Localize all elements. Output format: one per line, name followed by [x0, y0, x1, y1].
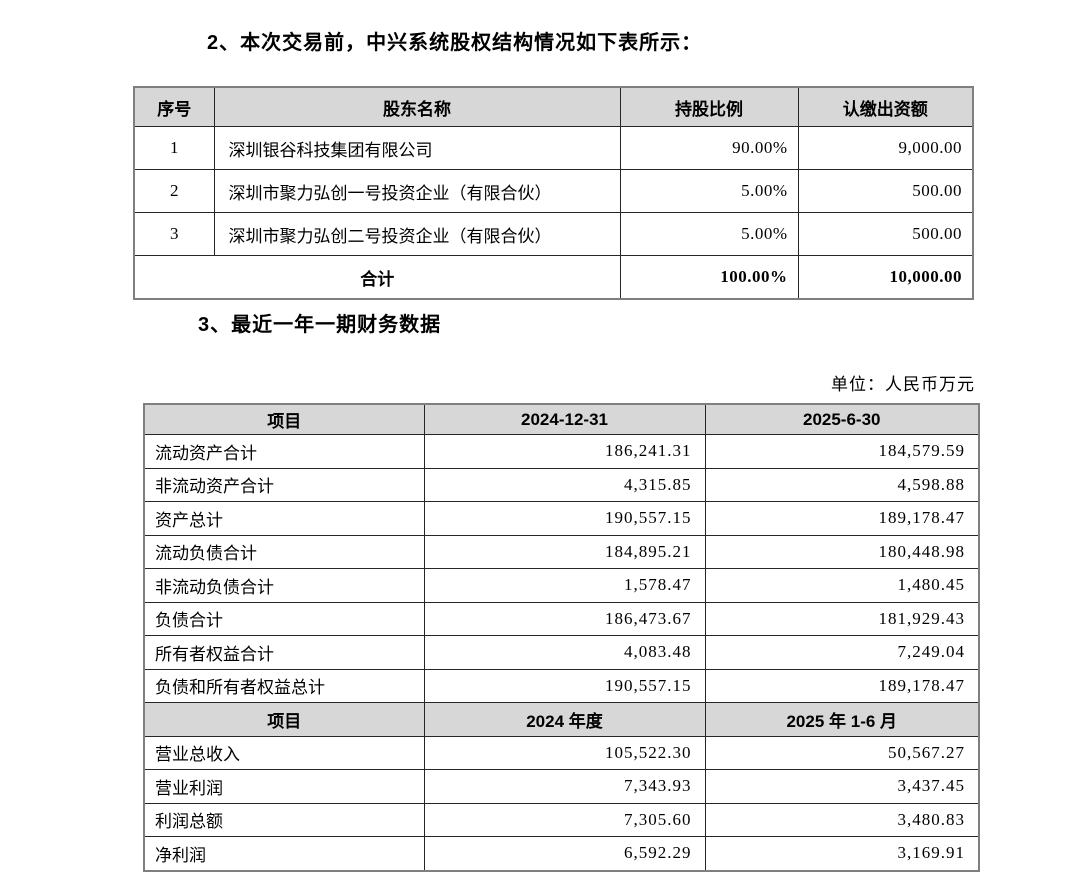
- table-row: 3 深圳市聚力弘创二号投资企业（有限合伙） 5.00% 500.00: [133, 212, 974, 256]
- value-2024: 186,473.67: [423, 601, 706, 636]
- value-2025: 189,178.47: [704, 668, 980, 703]
- column-header-2024-annual: 2024 年度: [423, 702, 706, 737]
- subscribed-capital: 500.00: [797, 169, 974, 213]
- item-label: 非流动资产合计: [143, 467, 425, 502]
- item-label: 负债和所有者权益总计: [143, 668, 425, 703]
- table-row: 流动负债合计 184,895.21 180,448.98: [143, 534, 980, 569]
- balance-header-row: 项目 2024-12-31 2025-6-30: [143, 403, 980, 435]
- share-ratio: 90.00%: [619, 126, 799, 170]
- item-label: 营业总收入: [143, 735, 425, 770]
- value-2025: 1,480.45: [704, 568, 980, 603]
- row-no: 3: [133, 212, 215, 256]
- subscribed-capital: 9,000.00: [797, 126, 974, 170]
- table-row: 营业利润 7,343.93 3,437.45: [143, 769, 980, 804]
- item-label: 利润总额: [143, 802, 425, 837]
- value-2025: 189,178.47: [704, 501, 980, 536]
- value-2024: 186,241.31: [423, 434, 706, 469]
- financial-data-table: 项目 2024-12-31 2025-6-30 流动资产合计 186,241.3…: [143, 403, 980, 872]
- value-2024: 1,578.47: [423, 568, 706, 603]
- column-header-shareholder-name: 股东名称: [213, 86, 621, 127]
- value-2025: 3,480.83: [704, 802, 980, 837]
- column-header-item: 项目: [143, 403, 425, 435]
- value-2025: 184,579.59: [704, 434, 980, 469]
- table-row: 负债合计 186,473.67 181,929.43: [143, 601, 980, 636]
- table-row: 2 深圳市聚力弘创一号投资企业（有限合伙） 5.00% 500.00: [133, 169, 974, 213]
- table-row: 非流动负债合计 1,578.47 1,480.45: [143, 568, 980, 603]
- share-ratio: 5.00%: [619, 212, 799, 256]
- shareholder-name: 深圳市聚力弘创一号投资企业（有限合伙）: [213, 169, 621, 213]
- unit-note: 单位：人民币万元: [831, 375, 975, 394]
- total-subscribed-capital: 10,000.00: [797, 255, 974, 300]
- item-label: 流动负债合计: [143, 534, 425, 569]
- item-label: 负债合计: [143, 601, 425, 636]
- table-row: 营业总收入 105,522.30 50,567.27: [143, 735, 980, 770]
- value-2024: 7,343.93: [423, 769, 706, 804]
- value-2024: 184,895.21: [423, 534, 706, 569]
- shareholder-name: 深圳市聚力弘创二号投资企业（有限合伙）: [213, 212, 621, 256]
- share-ratio: 5.00%: [619, 169, 799, 213]
- total-share-ratio: 100.00%: [619, 255, 799, 300]
- table-row: 负债和所有者权益总计 190,557.15 189,178.47: [143, 668, 980, 703]
- table-row: 资产总计 190,557.15 189,178.47: [143, 501, 980, 536]
- column-header-2025-jan-jun: 2025 年 1-6 月: [704, 702, 980, 737]
- table-row: 流动资产合计 186,241.31 184,579.59: [143, 434, 980, 469]
- table-total-row: 合计 100.00% 10,000.00: [133, 255, 974, 300]
- value-2024: 4,083.48: [423, 635, 706, 670]
- value-2025: 3,437.45: [704, 769, 980, 804]
- total-label: 合计: [133, 255, 621, 300]
- table-header-row: 序号 股东名称 持股比例 认缴出资额: [133, 86, 974, 127]
- column-header-item: 项目: [143, 702, 425, 737]
- section-heading-financial-data: 3、最近一年一期财务数据: [198, 314, 442, 336]
- item-label: 所有者权益合计: [143, 635, 425, 670]
- table-row: 非流动资产合计 4,315.85 4,598.88: [143, 467, 980, 502]
- column-header-subscribed-capital: 认缴出资额: [797, 86, 974, 127]
- item-label: 资产总计: [143, 501, 425, 536]
- row-no: 1: [133, 126, 215, 170]
- value-2024: 7,305.60: [423, 802, 706, 837]
- value-2024: 190,557.15: [423, 501, 706, 536]
- value-2025: 4,598.88: [704, 467, 980, 502]
- column-header-2024-12-31: 2024-12-31: [423, 403, 706, 435]
- value-2024: 190,557.15: [423, 668, 706, 703]
- table-row: 利润总额 7,305.60 3,480.83: [143, 802, 980, 837]
- item-label: 非流动负债合计: [143, 568, 425, 603]
- value-2025: 180,448.98: [704, 534, 980, 569]
- subscribed-capital: 500.00: [797, 212, 974, 256]
- section-heading-equity-structure: 2、本次交易前，中兴系统股权结构情况如下表所示：: [207, 32, 703, 54]
- item-label: 营业利润: [143, 769, 425, 804]
- value-2025: 7,249.04: [704, 635, 980, 670]
- column-header-no: 序号: [133, 86, 215, 127]
- column-header-share-ratio: 持股比例: [619, 86, 799, 127]
- value-2025: 181,929.43: [704, 601, 980, 636]
- row-no: 2: [133, 169, 215, 213]
- item-label: 流动资产合计: [143, 434, 425, 469]
- value-2025: 50,567.27: [704, 735, 980, 770]
- column-header-2025-6-30: 2025-6-30: [704, 403, 980, 435]
- table-row: 1 深圳银谷科技集团有限公司 90.00% 9,000.00: [133, 126, 974, 170]
- shareholder-structure-table: 序号 股东名称 持股比例 认缴出资额 1 深圳银谷科技集团有限公司 90.00%…: [133, 86, 974, 300]
- shareholder-name: 深圳银谷科技集团有限公司: [213, 126, 621, 170]
- table-row: 所有者权益合计 4,083.48 7,249.04: [143, 635, 980, 670]
- value-2024: 4,315.85: [423, 467, 706, 502]
- value-2024: 105,522.30: [423, 735, 706, 770]
- income-header-row: 项目 2024 年度 2025 年 1-6 月: [143, 702, 980, 737]
